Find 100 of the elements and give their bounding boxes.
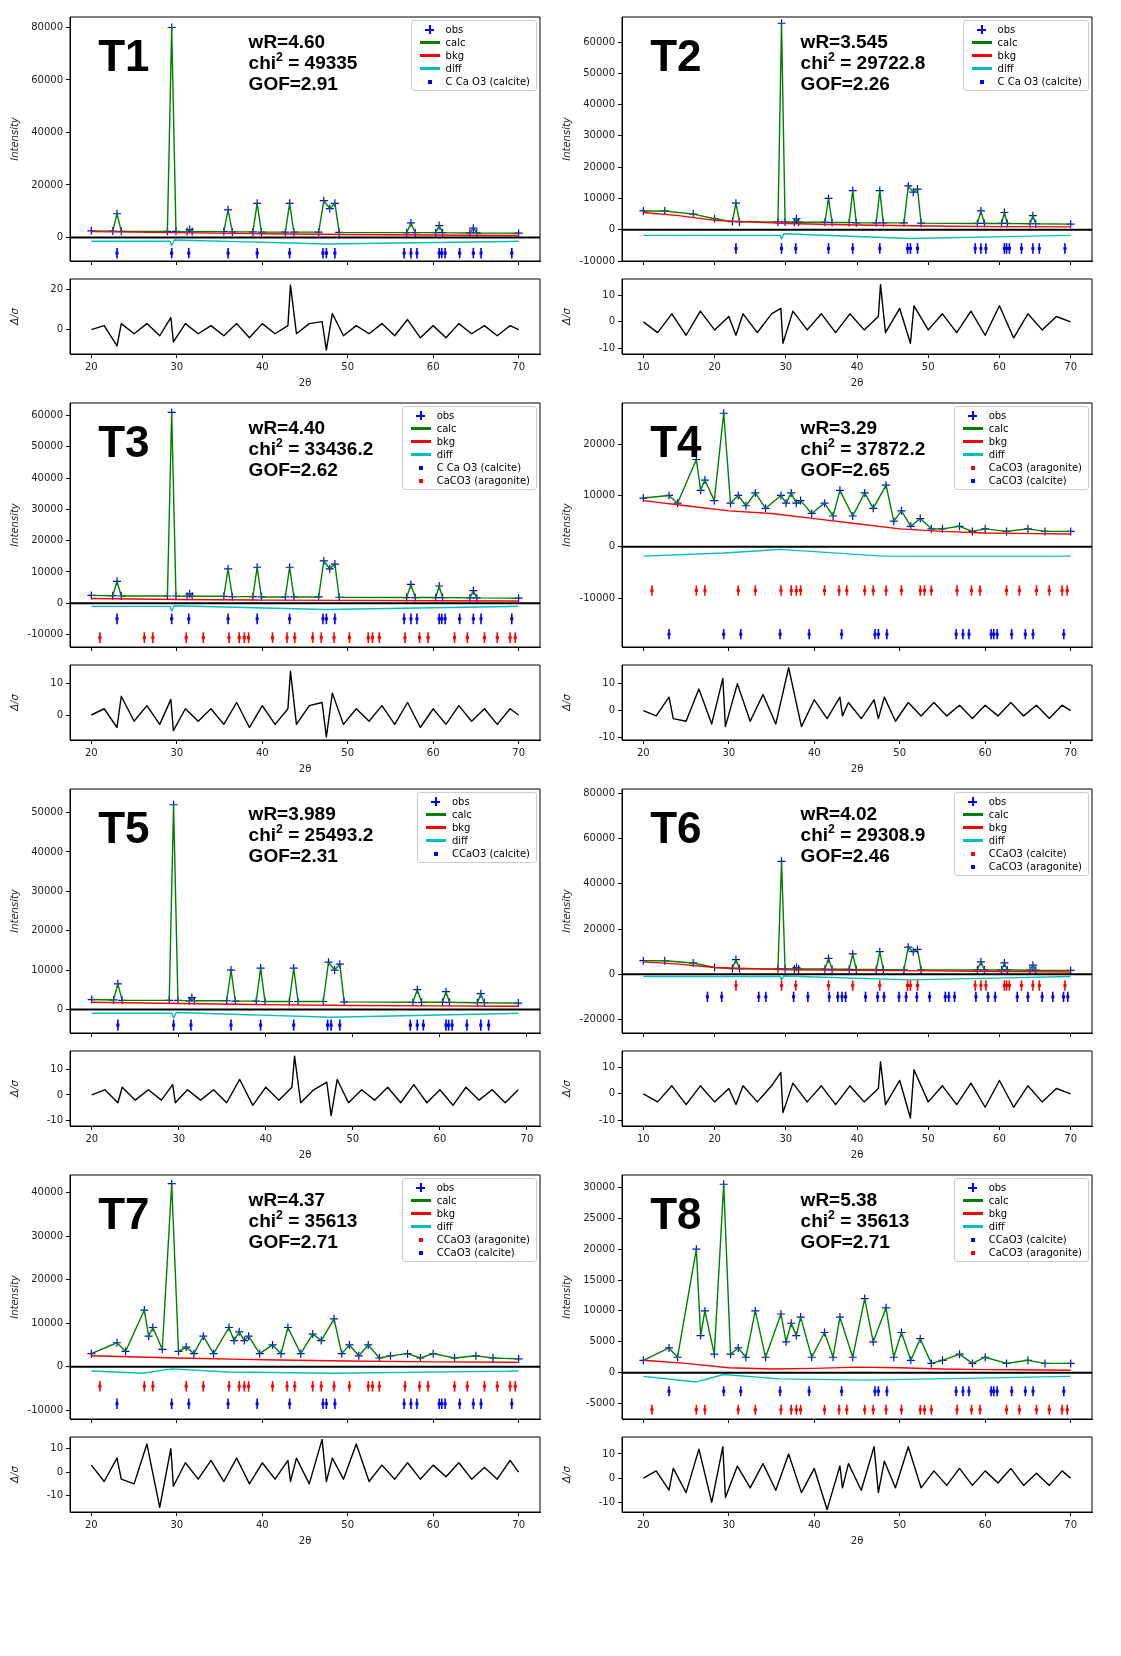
point (308, 1329, 318, 1339)
legend-label: obs (988, 1181, 1007, 1194)
x-axis-title: 2θ (298, 376, 312, 388)
legend-label: bkg (988, 435, 1008, 448)
x-tick-label: 60 (426, 1518, 440, 1530)
legend-label: C Ca O3 (calcite) (445, 75, 530, 88)
x-tick-label: 50 (893, 1518, 907, 1530)
y-axis-title: Δ/σ (560, 1465, 572, 1484)
annotation: wR=3.545 (799, 30, 889, 52)
y-tick-label: -10000 (27, 628, 63, 640)
y-axis-title: Δ/σ (8, 307, 20, 326)
point (999, 958, 1010, 968)
x-tick-label: 30 (172, 1132, 186, 1144)
y-tick-label: 5000 (589, 1335, 615, 1347)
legend-label: diff (988, 834, 1005, 847)
x-tick-label: 10 (637, 1132, 650, 1144)
x-tick-label: 60 (993, 1132, 1006, 1144)
y-tick-label: 10 (602, 288, 615, 300)
point (330, 559, 340, 569)
x-axis-title: 2θ (298, 762, 312, 774)
annotation: GOF=2.46 (800, 844, 890, 866)
x-tick-label: 30 (170, 1518, 184, 1530)
legend-label: CaCO3 (aragonite) (436, 474, 530, 487)
x-tick-label: 30 (170, 360, 184, 372)
point (896, 506, 907, 516)
legend-label: CCaO3 (calcite) (988, 1233, 1067, 1246)
x-tick-label: 30 (170, 746, 184, 758)
legend-label: calc (988, 1194, 1009, 1207)
annotation: GOF=2.31 (248, 844, 339, 866)
x-tick-label: 60 (993, 360, 1006, 372)
y-tick-label: 15000 (583, 1273, 615, 1285)
y-tick-label: 30000 (31, 884, 63, 896)
x-tick-label: 60 (426, 746, 440, 758)
legend-label: calc (445, 36, 466, 49)
y-tick-label: 0 (56, 1002, 63, 1014)
y-axis-title: Δ/σ (8, 693, 20, 712)
y-axis-title: Δ/σ (8, 1465, 20, 1484)
annotation: T7 (98, 1188, 150, 1238)
legend-label: bkg (445, 49, 465, 62)
y-tick-label: 50000 (31, 806, 63, 818)
y-tick-label: 20000 (583, 160, 615, 172)
x-tick-label: 50 (921, 360, 935, 372)
legend-label: calc (436, 422, 457, 435)
y-tick-label: 30000 (583, 129, 615, 141)
y-tick-label: 30000 (31, 502, 63, 514)
x-tick-label: 70 (512, 360, 525, 372)
y-tick-label: 20000 (583, 922, 615, 934)
legend-label: bkg (988, 821, 1008, 834)
x-axis-title: 2θ (298, 1534, 312, 1546)
x-tick-label: 40 (807, 1518, 821, 1530)
y-tick-label: 10 (602, 1447, 615, 1459)
x-tick-label: 60 (978, 1518, 992, 1530)
y-tick-label: 0 (608, 1087, 615, 1099)
annotation: wR=3.29 (799, 416, 878, 438)
y-tick-label: 20000 (31, 1273, 63, 1285)
x-tick-label: 40 (807, 746, 821, 758)
y-axis-title: Δ/σ (560, 307, 572, 326)
x-axis-title: 2θ (850, 762, 864, 774)
legend-label: CaCO3 (aragonite) (988, 860, 1082, 873)
y-tick-label: -10 (598, 342, 615, 354)
y-axis-title: Intensity (560, 888, 572, 933)
y-tick-label: 0 (56, 1465, 63, 1477)
legend-label: CCaO3 (calcite) (988, 847, 1067, 860)
y-tick-label: 40000 (583, 98, 615, 110)
y-tick-label: -20000 (579, 1013, 615, 1025)
y-tick-label: 0 (608, 540, 615, 552)
annotation: wR=4.40 (247, 416, 326, 438)
x-tick-label: 20 (85, 1132, 99, 1144)
legend-label: diff (997, 62, 1014, 75)
point (750, 488, 760, 498)
x-tick-label: 70 (1064, 360, 1077, 372)
y-axis-title: Intensity (560, 1274, 572, 1319)
y-tick-label: 30000 (31, 1229, 63, 1241)
y-tick-label: 10000 (31, 1316, 63, 1328)
x-tick-label: 20 (85, 360, 98, 372)
legend-label: calc (988, 422, 1009, 435)
annotation: GOF=2.71 (800, 1230, 891, 1252)
point (329, 965, 340, 975)
legend-label: diff (988, 448, 1005, 461)
annotation: GOF=2.62 (248, 458, 338, 480)
annotation: wR=4.60 (247, 30, 326, 52)
y-tick-label: 20000 (583, 437, 615, 449)
point (112, 1338, 122, 1348)
y-tick-label: -10 (598, 1495, 615, 1507)
y-tick-label: 60000 (583, 35, 615, 47)
legend-label: diff (436, 1220, 453, 1233)
y-axis-title: Δ/σ (8, 1079, 20, 1098)
point (700, 475, 710, 485)
point (741, 501, 751, 511)
y-tick-label: 40000 (31, 471, 63, 483)
y-tick-label: -5000 (585, 1397, 615, 1409)
x-tick-label: 30 (722, 1518, 736, 1530)
x-tick-label: 70 (512, 746, 525, 758)
legend-label: diff (451, 834, 468, 847)
y-axis-title: Intensity (8, 116, 20, 161)
x-tick-label: 20 (85, 746, 98, 758)
y-tick-label: 0 (608, 315, 615, 327)
y-tick-label: 20 (50, 282, 63, 294)
legend-label: calc (436, 1194, 457, 1207)
y-tick-label: 0 (608, 704, 615, 716)
